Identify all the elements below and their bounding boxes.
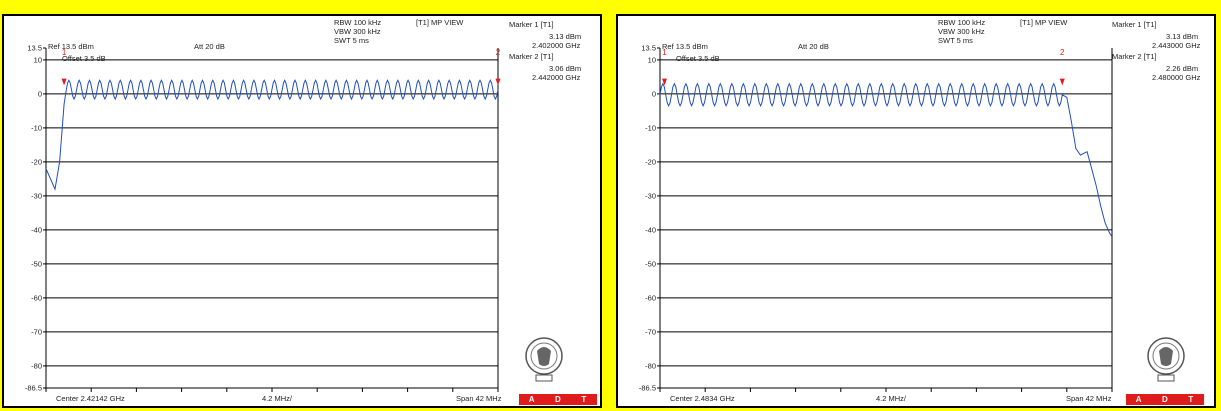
attenuation: Att 20 dB <box>798 42 829 51</box>
swt-label: SWT 5 ms <box>334 36 369 45</box>
ref-level: Ref 13.5 dBm <box>662 42 708 51</box>
span-label: Span 42 MHz <box>1066 394 1112 403</box>
attenuation: Att 20 dB <box>194 42 225 51</box>
marker-triangle <box>662 78 668 86</box>
marker1-level: 3.13 dBm <box>1166 32 1199 41</box>
adt-letter-t: T <box>581 395 588 404</box>
adt-letter-t: T <box>1188 395 1195 404</box>
adt-letter-a: A <box>1135 395 1143 404</box>
y-tick-label: -20 <box>645 157 656 166</box>
rbw-label: RBW 100 kHz <box>938 18 986 27</box>
center-frequency: Center 2.4834 GHz <box>670 394 735 403</box>
y-tick-label: -40 <box>645 225 656 234</box>
vbw-label: VBW 300 kHz <box>938 27 985 36</box>
marker2-label: Marker 2 [T1] <box>509 52 554 61</box>
marker1-label: Marker 1 [T1] <box>509 20 554 29</box>
center-frequency: Center 2.42142 GHz <box>56 394 125 403</box>
y-tick-label: 0 <box>652 89 656 98</box>
y-tick-label: -80 <box>645 361 656 370</box>
marker2-freq: 2.480000 GHz <box>1152 73 1201 82</box>
marker-triangle <box>495 78 501 86</box>
offset-label: Offset 3.5 dB <box>676 54 720 63</box>
y-tick-label: -86.5 <box>639 384 656 393</box>
freq-division: 4.2 MHz/ <box>876 394 907 403</box>
rbw-label: RBW 100 kHz <box>334 18 382 27</box>
adt-letter-a: A <box>528 395 536 404</box>
spectrum-panel-left: 13.5 10 0 -10 -20 -30 -40 -50 -60 -70 -80 -86.5 1 2 R… <box>2 14 602 408</box>
certification-seal-icon <box>1146 334 1186 384</box>
y-tick-label: -80 <box>31 361 42 370</box>
marker-triangle <box>1059 78 1065 86</box>
spectrum-trace <box>659 82 1113 237</box>
y-tick-label: -70 <box>31 327 42 336</box>
marker1-freq: 2.402000 GHz <box>532 41 581 50</box>
marker1-level: 3.13 dBm <box>549 32 582 41</box>
y-tick-label: -60 <box>645 293 656 302</box>
certification-seal-icon <box>524 334 564 384</box>
y-tick-label: 13.5 <box>641 44 656 53</box>
adt-logo: A D T <box>1126 394 1204 405</box>
spectrum-plot-right: 13.5 10 0 -10 -20 -30 -40 -50 -60 -70 -80 -86.5 1 2 <box>639 44 1113 393</box>
adt-logo: A D T <box>519 394 597 405</box>
marker2-label: Marker 2 [T1] <box>1112 52 1157 61</box>
marker2-level: 2.26 dBm <box>1166 64 1199 73</box>
marker1-label: Marker 1 [T1] <box>1112 20 1157 29</box>
y-tick-label: -30 <box>645 191 656 200</box>
y-tick-label: -86.5 <box>25 384 42 393</box>
spectrum-plot-left: 13.5 10 0 -10 -20 -30 -40 -50 -60 -70 -80 -86.5 1 2 <box>25 44 501 393</box>
swt-label: SWT 5 ms <box>938 36 973 45</box>
y-tick-label: -70 <box>645 327 656 336</box>
y-tick-label: -50 <box>31 259 42 268</box>
y-tick-label: -20 <box>31 157 42 166</box>
marker1-freq: 2.443000 GHz <box>1152 41 1201 50</box>
view-label: [T1] MP VIEW <box>416 18 464 27</box>
adt-letter-d: D <box>555 395 562 404</box>
y-tick-label: -50 <box>645 259 656 268</box>
marker-triangle <box>61 78 67 86</box>
vbw-label: VBW 300 kHz <box>334 27 381 36</box>
offset-label: Offset 3.5 dB <box>62 54 106 63</box>
marker-number: 1 <box>662 48 667 57</box>
adt-letter-d: D <box>1162 395 1169 404</box>
view-label: [T1] MP VIEW <box>1020 18 1068 27</box>
y-tick-label: 10 <box>34 55 42 64</box>
marker-number: 1 <box>62 48 67 57</box>
y-tick-label: 13.5 <box>27 44 42 53</box>
y-tick-label: 0 <box>38 89 42 98</box>
span-label: Span 42 MHz <box>456 394 502 403</box>
freq-division: 4.2 MHz/ <box>262 394 293 403</box>
marker2-level: 3.06 dBm <box>549 64 582 73</box>
ref-level: Ref 13.5 dBm <box>48 42 94 51</box>
y-tick-label: -30 <box>31 191 42 200</box>
marker2-freq: 2.442000 GHz <box>532 73 581 82</box>
spectrum-panel-right: 13.5 10 0 -10 -20 -30 -40 -50 -60 -70 -80 -86.5 1 2 R… <box>616 14 1216 408</box>
spectrum-trace <box>45 79 499 191</box>
y-tick-label: 10 <box>648 55 656 64</box>
marker-number: 2 <box>1060 48 1065 57</box>
y-tick-label: -10 <box>645 123 656 132</box>
y-tick-label: -60 <box>31 293 42 302</box>
y-tick-label: -40 <box>31 225 42 234</box>
marker-number: 2 <box>496 48 501 57</box>
y-tick-label: -10 <box>31 123 42 132</box>
